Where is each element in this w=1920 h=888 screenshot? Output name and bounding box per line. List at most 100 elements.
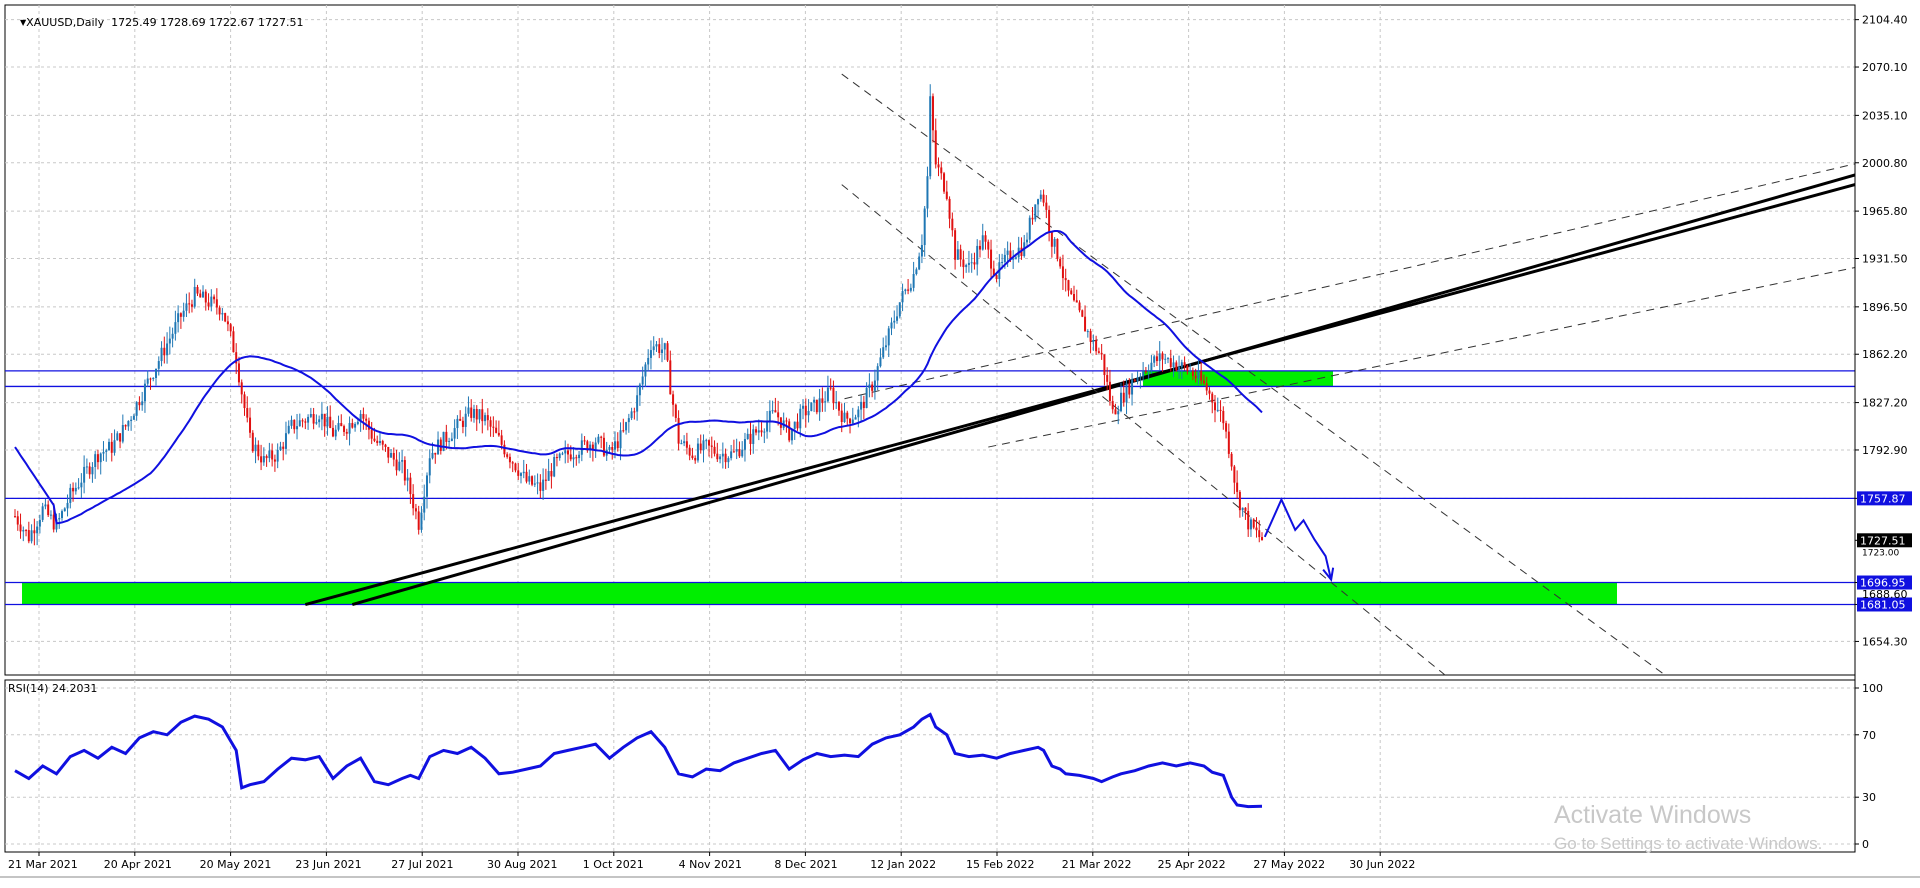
candle-body (837, 402, 840, 411)
candle-body (807, 410, 810, 416)
candle-body (251, 432, 254, 452)
candle (354, 422, 357, 432)
watermark-title: Activate Windows (1554, 801, 1752, 829)
candle (367, 417, 370, 440)
candle-body (887, 328, 890, 346)
candle-body (1214, 402, 1217, 411)
candle (489, 416, 492, 437)
candle (484, 412, 487, 426)
candle-body (804, 405, 807, 416)
candle (970, 253, 973, 273)
channel-lower-dashed (988, 266, 1856, 448)
candle-body (555, 457, 558, 459)
candle-body (1238, 491, 1241, 511)
candle (572, 447, 575, 468)
candle-body (533, 483, 536, 485)
candle-body (901, 291, 904, 303)
candle-body (1144, 371, 1147, 373)
candle (423, 484, 426, 521)
candle (442, 431, 445, 452)
candle-body (619, 430, 622, 449)
candle (511, 460, 514, 473)
candle-body (497, 432, 500, 436)
triangle-down-icon[interactable]: ▼ (20, 18, 27, 27)
candle (179, 312, 182, 329)
candle-body (1125, 383, 1128, 403)
candle-body (633, 411, 636, 413)
candle-body (710, 445, 713, 447)
candle-body (904, 289, 907, 292)
candle (273, 454, 276, 472)
candle-body (597, 436, 600, 443)
candle (638, 382, 641, 406)
candle-body (680, 443, 683, 445)
candle-body (296, 426, 299, 430)
candle (898, 302, 901, 319)
candle (862, 395, 865, 420)
candle (207, 293, 210, 311)
candle-body (777, 412, 780, 418)
candle-body (110, 441, 113, 453)
uptrend-line-2 (351, 173, 1856, 606)
candle (824, 391, 827, 412)
candle (702, 434, 705, 463)
candle (506, 452, 509, 459)
candle-body (547, 471, 550, 481)
candle-body (1089, 331, 1092, 342)
candle (1139, 373, 1142, 389)
candle (547, 458, 550, 481)
candle (1120, 382, 1122, 413)
candle (647, 349, 650, 372)
candle (1111, 395, 1114, 414)
candle-body (696, 443, 699, 461)
candle-body (218, 307, 221, 315)
candle (1222, 406, 1225, 430)
candle (691, 447, 694, 460)
candle-body (1050, 232, 1053, 247)
candle-body (774, 410, 777, 413)
candle (804, 398, 807, 428)
candle-body (276, 449, 279, 462)
candle-body (348, 423, 351, 434)
candle-body (1056, 238, 1059, 259)
candle-body (575, 457, 578, 459)
candle (680, 439, 683, 445)
time-tick-label: 8 Dec 2021 (774, 858, 837, 871)
candle-body (1153, 356, 1156, 363)
candle-body (282, 446, 285, 449)
candle-body (669, 360, 672, 395)
candle-body (1225, 423, 1228, 432)
candle (766, 410, 769, 439)
candle-body (666, 343, 669, 361)
candle-body (1001, 261, 1004, 263)
rsi-tick-label: 0 (1862, 838, 1869, 851)
candle (1172, 355, 1175, 378)
candle-body (990, 249, 993, 269)
candle-body (1258, 530, 1261, 538)
candle (818, 388, 821, 421)
candle (945, 180, 948, 201)
candle-body (337, 423, 340, 430)
candle (611, 441, 614, 460)
candle (860, 394, 863, 422)
candle-body (1070, 290, 1073, 295)
candle-body (583, 440, 586, 442)
candle-body (649, 350, 652, 358)
candle (251, 430, 254, 453)
candle (1142, 362, 1145, 382)
candle (1081, 309, 1084, 318)
candle-body (1236, 482, 1239, 492)
price-tick-label: 2035.10 (1862, 109, 1908, 122)
candle (171, 327, 174, 348)
candle-body (550, 471, 553, 477)
candle (44, 498, 47, 510)
time-tick-label: 23 Jun 2021 (295, 858, 361, 871)
candle (790, 428, 793, 445)
candle-body (749, 433, 752, 444)
candle-body (962, 259, 965, 268)
candle-body (1117, 411, 1120, 415)
candle-body (735, 449, 738, 452)
candle-body (365, 418, 368, 421)
